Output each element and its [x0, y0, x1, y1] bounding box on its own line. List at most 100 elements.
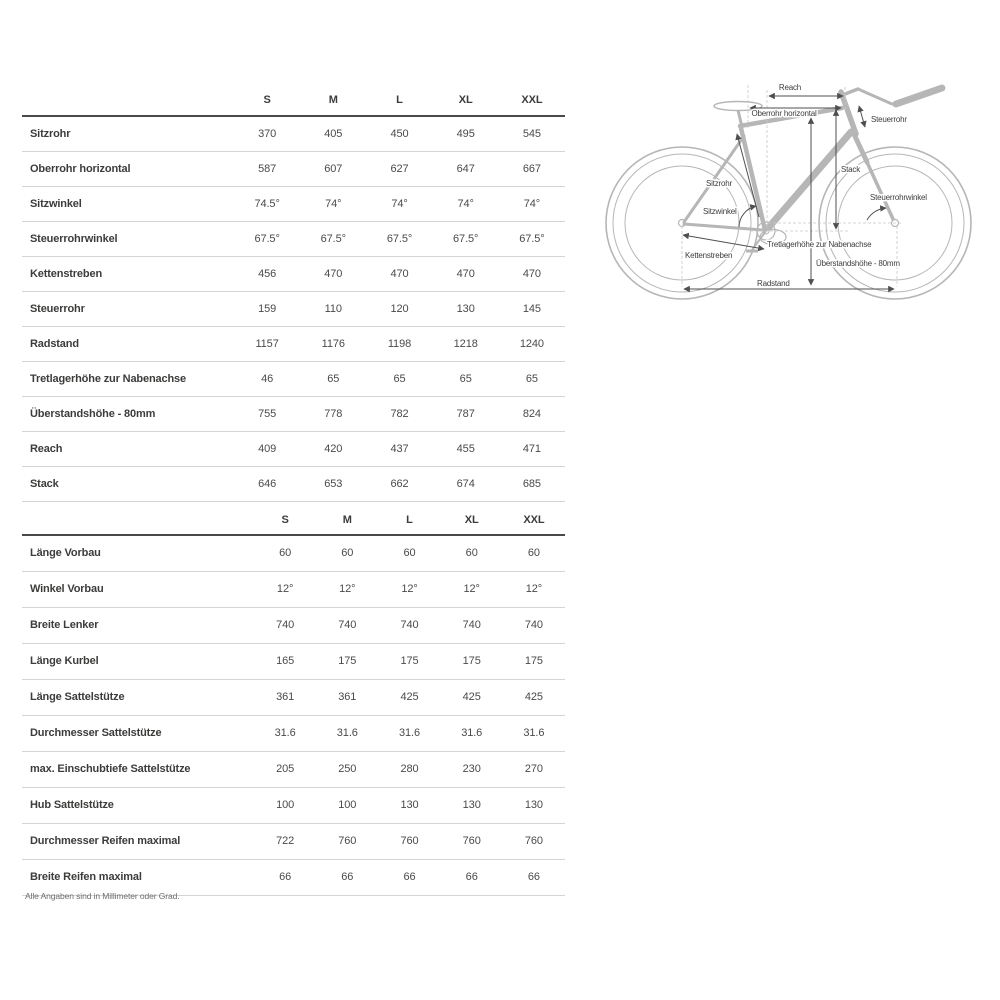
spec-label: Stack [30, 477, 59, 490]
spec-value: 370 [258, 127, 277, 140]
spec-value: 130 [456, 302, 475, 315]
table-row: Kettenstreben 456 470 470 470 470 [22, 257, 565, 292]
spec-value: 130 [462, 799, 481, 811]
spec-value: 60 [279, 547, 292, 559]
spec-value: 450 [390, 127, 409, 140]
spec-label: max. Einschubtiefe Sattelstütze [30, 763, 191, 775]
spec-value: 425 [462, 691, 481, 703]
spec-value: 12° [339, 583, 356, 595]
size-column-header: S [263, 94, 271, 106]
label-tretlagerhoehe: Tretlagerhöhe zur Nabenachse [767, 240, 872, 249]
table-row: Radstand 1157 1176 1198 1218 1240 [22, 327, 565, 362]
spec-value: 100 [338, 799, 357, 811]
chainstay-arrow [682, 232, 765, 252]
table-row: max. Einschubtiefe Sattelstütze 205 250 28… [22, 752, 565, 788]
spec-value: 120 [390, 302, 409, 315]
spec-value: 1157 [255, 337, 279, 350]
table-row: Breite Lenker 740 740 740 740 740 [22, 608, 565, 644]
spec-value: 66 [341, 871, 354, 883]
spec-value: 470 [390, 267, 409, 280]
spec-value: 67.5° [320, 232, 346, 245]
spec-value: 74° [325, 197, 342, 210]
spec-label: Hub Sattelstütze [30, 799, 114, 811]
spec-value: 65 [393, 372, 406, 385]
spec-label: Sitzwinkel [30, 197, 82, 210]
spec-value: 722 [276, 835, 295, 847]
spec-value: 760 [338, 835, 357, 847]
size-column-header: XXL [521, 94, 543, 106]
spec-value: 1240 [519, 337, 544, 350]
spec-value: 60 [403, 547, 416, 559]
spec-value: 65 [327, 372, 340, 385]
spec-value: 1218 [453, 337, 478, 350]
spec-value: 740 [462, 619, 481, 631]
spec-value: 130 [400, 799, 419, 811]
spec-value: 230 [462, 763, 481, 775]
size-column-header: L [396, 94, 403, 106]
geometry-table-body: Sitzrohr 370 405 450 495 545 Oberrohr horizo… [22, 117, 565, 502]
table-row: Oberrohr horizontal 587 607 627 647 667 [22, 152, 565, 187]
spec-value: 66 [279, 871, 292, 883]
spec-value: 470 [522, 267, 541, 280]
geometry-table: S M L XL XXL Sitzrohr 370 405 450 495 545 Oberro… [22, 86, 565, 502]
spec-value: 12° [525, 583, 543, 595]
spec-value: 12° [276, 583, 294, 595]
spec-value: 74.5° [254, 197, 280, 210]
spec-value: 470 [456, 267, 475, 280]
spec-value: 740 [276, 619, 295, 631]
spec-label: Breite Lenker [30, 619, 99, 631]
seatangle-arc [738, 204, 757, 228]
spec-label: Breite Reifen maximal [30, 871, 142, 883]
table-header-row: S M L XL XXL [22, 507, 565, 536]
table-row: Winkel Vorbau 12° 12° 12° 12° 12° [22, 572, 565, 608]
headtube-arrow [857, 105, 867, 128]
spec-value: 175 [400, 655, 419, 667]
fork [850, 129, 895, 221]
spec-value: 667 [522, 162, 541, 175]
spec-value: 66 [403, 871, 416, 883]
label-steuerrohr: Steuerrohr [871, 115, 907, 124]
table-row: Durchmesser Sattelstütze 31.6 31.6 31.6 31.… [22, 716, 565, 752]
spec-value: 74° [391, 197, 408, 210]
spec-value: 60 [465, 547, 478, 559]
spec-value: 607 [324, 162, 343, 175]
spec-value: 145 [522, 302, 541, 315]
table-row: Sitzwinkel 74.5° 74° 74° 74° 74° [22, 187, 565, 222]
spec-value: 280 [400, 763, 419, 775]
size-column-header: M [328, 94, 338, 106]
spec-value: 31.6 [398, 727, 420, 739]
label-stack: Stack [841, 165, 861, 174]
spec-value: 437 [390, 442, 409, 455]
spec-value: 405 [324, 127, 343, 140]
spec-value: 545 [522, 127, 541, 140]
table-row: Breite Reifen maximal 66 66 66 66 66 [22, 860, 565, 896]
spec-value: 65 [459, 372, 472, 385]
spec-label: Sitzrohr [30, 127, 71, 140]
components-table: S M L XL XXL Länge Vorbau 60 60 60 60 60 Winkel … [22, 507, 565, 896]
components-table-body: Länge Vorbau 60 60 60 60 60 Winkel Vorbau 12… [22, 536, 565, 896]
spec-value: 31.6 [336, 727, 358, 739]
spec-value: 270 [524, 763, 543, 775]
spec-label: Länge Sattelstütze [30, 691, 125, 703]
spec-value: 110 [324, 302, 342, 315]
spec-value: 31.6 [523, 727, 545, 739]
spec-label: Durchmesser Reifen maximal [30, 835, 181, 847]
spec-label: Tretlagerhöhe zur Nabenachse [30, 372, 186, 385]
label-steuerrohrwinkel: Steuerrohrwinkel [870, 193, 927, 202]
table-row: Sitzrohr 370 405 450 495 545 [22, 117, 565, 152]
spec-value: 46 [261, 372, 274, 385]
size-column-header: S [281, 514, 289, 526]
spec-value: 130 [524, 799, 543, 811]
label-oberrohr-horizontal: Oberrohr horizontal [751, 109, 817, 118]
spec-value: 740 [338, 619, 357, 631]
size-column-header: XXL [523, 514, 545, 526]
seattube-arrow [735, 133, 760, 218]
spec-value: 12° [463, 583, 480, 595]
spec-label: Kettenstreben [30, 267, 103, 280]
spec-value: 740 [524, 619, 543, 631]
spec-value: 425 [400, 691, 419, 703]
label-ueberstandshoehe: Überstandshöhe - 80mm [816, 259, 900, 268]
spec-value: 646 [258, 477, 277, 490]
spec-value: 361 [338, 691, 357, 703]
label-sitzrohr: Sitzrohr [706, 179, 732, 188]
